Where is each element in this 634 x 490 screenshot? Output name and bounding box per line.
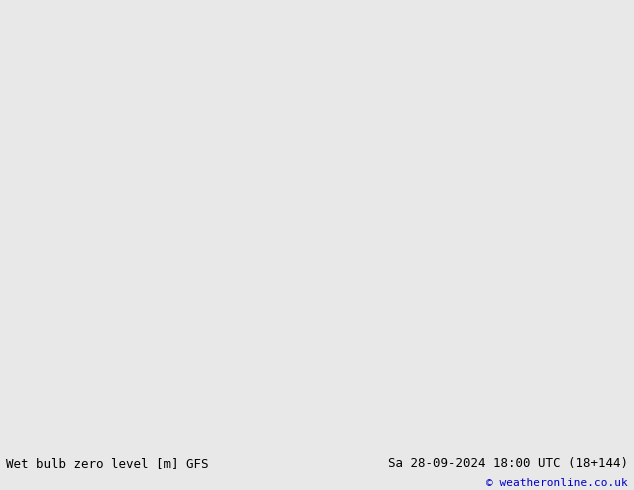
Text: © weatheronline.co.uk: © weatheronline.co.uk: [486, 478, 628, 488]
Text: Wet bulb zero level [m] GFS: Wet bulb zero level [m] GFS: [6, 457, 209, 469]
Text: Sa 28-09-2024 18:00 UTC (18+144): Sa 28-09-2024 18:00 UTC (18+144): [387, 457, 628, 470]
